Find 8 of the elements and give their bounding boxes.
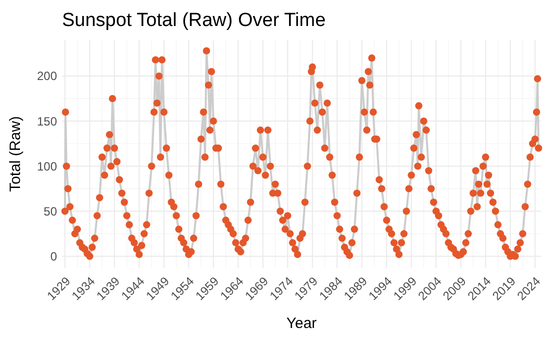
y-tick-label: 150 xyxy=(36,114,58,128)
y-tick-label: 50 xyxy=(44,204,58,218)
x-axis-title: Year xyxy=(286,315,317,332)
chart-title: Sunspot Total (Raw) Over Time xyxy=(62,10,326,31)
y-tick-label: 100 xyxy=(36,159,58,174)
y-axis-title: Total (Raw) xyxy=(7,116,24,192)
y-tick-label: 200 xyxy=(36,69,58,84)
y-tick-label: 0 xyxy=(50,249,58,264)
